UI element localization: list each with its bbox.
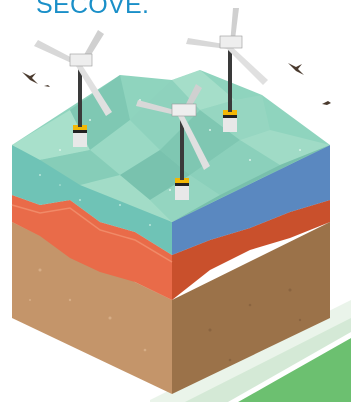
bird-icon [288, 63, 304, 75]
bird-icon [322, 101, 331, 105]
water-side-band [172, 145, 330, 255]
soil-front-face [12, 222, 172, 394]
sea-sparkles [59, 99, 301, 191]
wind-turbine-center [136, 84, 210, 200]
wind-turbine-left [34, 30, 112, 147]
caption-strip: SECOVE. [0, 0, 351, 22]
water-sparkles [39, 174, 151, 226]
crust-front-band [12, 195, 172, 300]
sea-surface [12, 70, 330, 222]
caption-text: SECOVE. [36, 0, 150, 19]
bird-icon [22, 72, 38, 84]
soil-side-face [172, 222, 330, 394]
grass-edge [228, 332, 351, 402]
bird-icon [44, 85, 50, 87]
crust-highlight-line [11, 204, 173, 263]
water-front-band [12, 145, 172, 255]
birds [22, 63, 331, 105]
soil-side-speckles [208, 288, 302, 362]
wind-turbine-right [186, 8, 268, 132]
crust-side-band [172, 200, 330, 300]
soil-speckles [29, 268, 147, 352]
